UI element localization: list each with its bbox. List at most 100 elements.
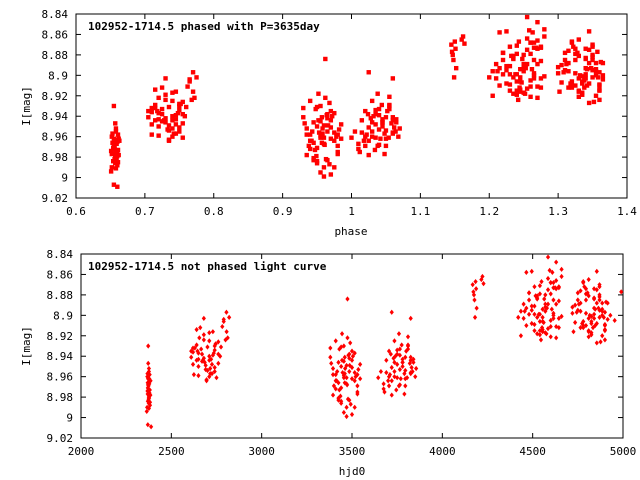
- data-point: [524, 305, 529, 311]
- data-point: [320, 126, 325, 131]
- data-point: [522, 91, 528, 96]
- data-point: [551, 315, 556, 321]
- data-point: [166, 123, 172, 128]
- data-point: [382, 151, 387, 157]
- data-point: [163, 92, 168, 97]
- data-point: [576, 53, 581, 59]
- data-point: [535, 295, 540, 301]
- data-point: [544, 305, 550, 311]
- data-point: [166, 138, 172, 143]
- data-point: [355, 391, 360, 397]
- y-tick-label: 8.98: [42, 151, 69, 164]
- data-point: [597, 314, 602, 320]
- data-point: [361, 138, 367, 143]
- data-point: [602, 322, 608, 329]
- data-point: [314, 124, 320, 129]
- data-point: [378, 368, 384, 375]
- data-point: [594, 287, 599, 293]
- data-point: [556, 284, 561, 290]
- data-point: [339, 398, 344, 404]
- x-tick-label: 4000: [429, 445, 456, 458]
- data-point: [524, 61, 530, 67]
- data-point: [330, 365, 336, 372]
- data-point: [375, 143, 380, 149]
- data-point: [207, 357, 212, 363]
- data-point: [382, 389, 387, 395]
- data-point: [538, 337, 544, 343]
- data-point: [114, 137, 119, 142]
- data-point: [573, 302, 578, 308]
- data-point: [597, 307, 602, 313]
- data-point: [325, 129, 330, 134]
- data-point: [343, 365, 348, 372]
- data-point: [199, 351, 205, 357]
- data-point: [535, 38, 540, 43]
- data-point: [389, 392, 394, 398]
- data-point: [407, 360, 412, 366]
- data-point: [526, 28, 532, 33]
- data-point: [405, 375, 410, 381]
- data-point: [332, 138, 337, 143]
- data-point: [301, 115, 306, 120]
- data-point: [554, 277, 559, 284]
- data-point: [537, 311, 542, 317]
- data-point: [325, 116, 330, 121]
- data-point: [601, 314, 606, 320]
- data-point: [529, 303, 534, 309]
- data-point: [386, 378, 391, 384]
- data-point: [575, 290, 580, 296]
- data-point: [538, 85, 544, 90]
- data-point: [602, 309, 608, 315]
- data-point: [355, 383, 360, 389]
- data-point: [571, 329, 576, 335]
- data-point: [170, 126, 175, 131]
- data-point: [390, 131, 396, 136]
- data-point: [328, 172, 334, 177]
- data-point: [545, 326, 551, 332]
- data-point: [113, 129, 119, 134]
- data-point: [578, 325, 583, 331]
- data-point: [586, 60, 592, 66]
- data-point: [210, 352, 215, 358]
- data-point: [573, 57, 578, 63]
- data-point: [334, 134, 339, 139]
- data-point: [586, 47, 592, 52]
- data-point: [404, 348, 409, 354]
- y-axis-label: I[mag]: [20, 86, 33, 126]
- data-point: [559, 313, 564, 319]
- data-point: [333, 386, 338, 392]
- x-tick-label: 1.3: [548, 205, 568, 218]
- data-point: [542, 296, 547, 302]
- data-point: [366, 138, 371, 143]
- data-point: [593, 306, 598, 312]
- data-point: [195, 348, 200, 354]
- data-point: [170, 134, 175, 139]
- data-point: [479, 276, 484, 283]
- data-point: [402, 371, 407, 377]
- data-point: [321, 165, 327, 170]
- y-tick-label: 8.88: [47, 289, 74, 302]
- data-point: [576, 37, 581, 42]
- x-tick-label: 0.9: [273, 205, 293, 218]
- data-point: [400, 356, 405, 362]
- data-point: [586, 100, 592, 106]
- data-point: [520, 56, 525, 62]
- data-point: [327, 100, 332, 106]
- data-point: [396, 331, 402, 337]
- data-point: [371, 114, 376, 119]
- data-point: [383, 115, 389, 120]
- data-point: [146, 108, 151, 114]
- data-point: [580, 81, 585, 86]
- data-point: [531, 40, 537, 45]
- data-point: [602, 337, 608, 343]
- y-tick-label: 9.02: [47, 432, 74, 445]
- data-point: [514, 72, 519, 77]
- data-point: [149, 105, 154, 111]
- data-point: [170, 98, 175, 104]
- data-point: [309, 138, 314, 143]
- data-point: [590, 57, 595, 63]
- data-point: [453, 65, 459, 71]
- data-point: [521, 61, 526, 67]
- data-point: [471, 289, 476, 295]
- data-point: [394, 387, 399, 393]
